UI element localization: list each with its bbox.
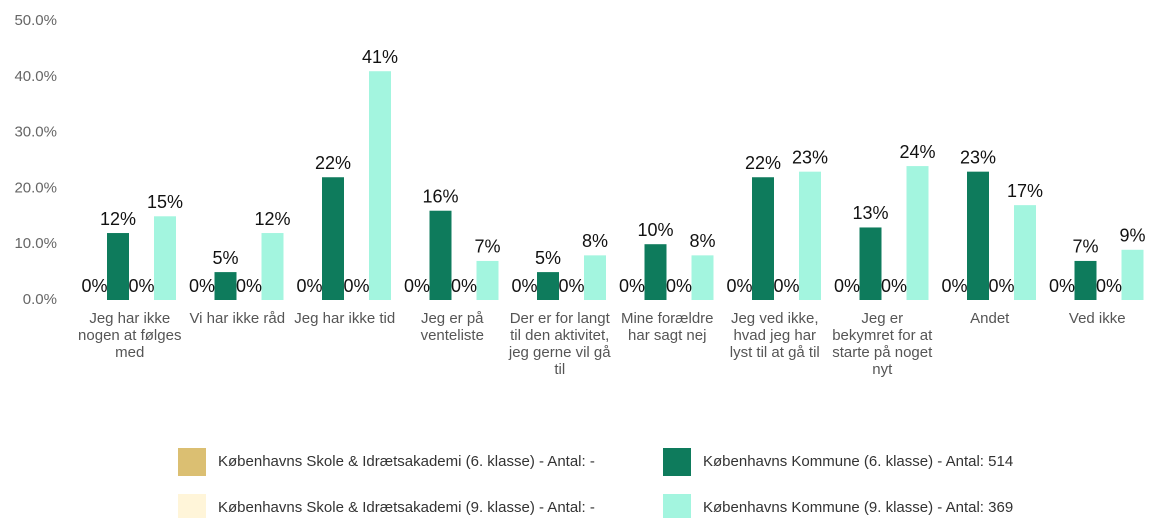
y-tick-label: 30.0% (14, 124, 57, 141)
x-tick-label: Jeg ved ikke, hvad jeg har lyst til at g… (729, 310, 820, 361)
x-tick-label: Ved ikke (1068, 310, 1126, 327)
x-tick-label: Jeg har ikke tid (294, 310, 396, 327)
value-label: 0% (343, 276, 369, 296)
value-label: 5% (212, 248, 238, 268)
bar (859, 227, 882, 300)
value-label: 0% (558, 276, 584, 296)
value-label: 0% (511, 276, 537, 296)
legend-swatch (178, 494, 206, 518)
y-tick-label: 0.0% (23, 291, 57, 308)
value-label: 17% (1007, 181, 1043, 201)
value-label: 24% (899, 142, 935, 162)
value-label: 16% (422, 186, 458, 206)
value-label: 0% (1096, 276, 1122, 296)
x-tick-label: Andet (970, 310, 1010, 327)
value-label: 10% (637, 220, 673, 240)
value-label: 0% (404, 276, 430, 296)
x-tick-label: Vi har ikke råd (189, 310, 286, 327)
legend-label: Københavns Skole & Idrætsakademi (6. kla… (218, 453, 595, 470)
value-label: 7% (1072, 237, 1098, 257)
value-label: 0% (296, 276, 322, 296)
value-label: 0% (941, 276, 967, 296)
value-label: 41% (362, 47, 398, 67)
value-label: 0% (881, 276, 907, 296)
y-tick-label: 10.0% (14, 235, 57, 252)
x-tick-label: Jeg er på venteliste (420, 310, 484, 344)
value-label: 23% (960, 147, 996, 167)
legend-swatch (663, 448, 691, 476)
value-label: 7% (474, 237, 500, 257)
value-label: 0% (451, 276, 477, 296)
bar (214, 272, 237, 300)
value-label: 12% (254, 209, 290, 229)
value-label: 9% (1119, 226, 1145, 246)
bar (1074, 260, 1097, 300)
value-label: 0% (666, 276, 692, 296)
value-label: 22% (315, 153, 351, 173)
value-label: 0% (726, 276, 752, 296)
legend-swatch (663, 494, 691, 518)
bar (476, 260, 499, 300)
bar (1014, 205, 1036, 300)
value-label: 8% (689, 231, 715, 251)
bar (967, 171, 989, 300)
y-tick-label: 50.0% (14, 12, 57, 29)
bar (429, 210, 452, 300)
x-tick-label: Der er for langt til den aktivitet, jeg … (508, 310, 611, 378)
value-label: 13% (852, 203, 888, 223)
value-label: 0% (619, 276, 645, 296)
value-label: 22% (745, 153, 781, 173)
legend-label: Københavns Kommune (9. klasse) - Antal: … (703, 499, 1014, 516)
bar (154, 216, 176, 300)
bar (799, 171, 821, 300)
legend-label: Københavns Kommune (6. klasse) - Antal: … (703, 453, 1014, 470)
bar (1121, 249, 1144, 300)
value-label: 5% (535, 248, 561, 268)
bar (537, 272, 559, 300)
value-label: 0% (1049, 276, 1075, 296)
value-label: 15% (147, 192, 183, 212)
value-label: 8% (582, 231, 608, 251)
y-tick-label: 20.0% (14, 179, 57, 196)
x-tick-label: Mine forældre har sagt nej (620, 310, 714, 344)
x-tick-label: Jeg har ikke nogen at følges med (78, 310, 182, 361)
bar (752, 177, 774, 300)
bar (584, 255, 606, 300)
value-label: 0% (773, 276, 799, 296)
value-label: 12% (100, 209, 136, 229)
value-label: 0% (236, 276, 262, 296)
value-label: 0% (128, 276, 154, 296)
value-label: 0% (834, 276, 860, 296)
bar (644, 244, 667, 300)
value-label: 23% (792, 147, 828, 167)
bar (691, 255, 714, 300)
value-label: 0% (189, 276, 215, 296)
bar (906, 166, 929, 300)
bar (261, 233, 284, 300)
value-label: 0% (988, 276, 1014, 296)
value-label: 0% (81, 276, 107, 296)
y-tick-label: 40.0% (14, 68, 57, 85)
x-tick-label: Jeg er bekymret for at starte på noget n… (832, 310, 933, 378)
legend-swatch (178, 448, 206, 476)
bar (369, 71, 391, 300)
bar (107, 233, 129, 300)
legend-label: Københavns Skole & Idrætsakademi (9. kla… (218, 499, 595, 516)
bar (322, 177, 344, 300)
